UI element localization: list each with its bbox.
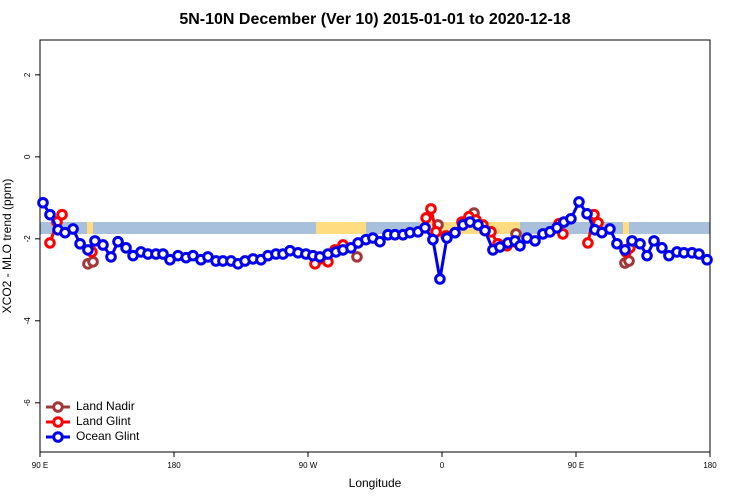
y-tick-label: 2 bbox=[23, 72, 32, 77]
plot-frame bbox=[39, 39, 711, 453]
data-point bbox=[44, 208, 56, 221]
data-point bbox=[641, 249, 653, 262]
data-point bbox=[514, 239, 526, 252]
data-point bbox=[582, 237, 594, 249]
land-patch bbox=[623, 222, 629, 234]
data-point bbox=[419, 221, 431, 234]
data-point bbox=[441, 232, 453, 244]
data-point bbox=[434, 273, 446, 285]
data-point bbox=[604, 223, 616, 235]
x-tick-label: 90 W bbox=[299, 461, 318, 470]
data-point bbox=[479, 224, 491, 237]
legend-label: Ocean Glint bbox=[76, 429, 140, 443]
y-tick-label: -6 bbox=[23, 399, 32, 407]
y-tick-label: -2 bbox=[23, 235, 32, 243]
data-point bbox=[693, 248, 705, 260]
data-point bbox=[425, 203, 437, 215]
data-point bbox=[472, 219, 484, 231]
land-patch bbox=[87, 222, 93, 234]
data-point bbox=[573, 196, 585, 208]
data-point bbox=[427, 233, 439, 246]
data-point bbox=[56, 208, 68, 221]
data-point bbox=[648, 235, 660, 247]
data-point bbox=[551, 221, 563, 234]
data-point bbox=[87, 255, 99, 268]
x-tick-label: 180 bbox=[703, 461, 717, 470]
data-point bbox=[581, 208, 593, 220]
legend-marker bbox=[52, 431, 64, 443]
legend-marker bbox=[52, 401, 64, 413]
data-point bbox=[449, 226, 461, 239]
x-tick-label: 180 bbox=[167, 461, 181, 470]
data-point bbox=[374, 235, 386, 248]
data-point bbox=[37, 196, 49, 209]
data-point bbox=[44, 237, 56, 249]
data-point bbox=[67, 223, 79, 235]
data-point bbox=[420, 212, 432, 224]
x-tick-label: 90 E bbox=[32, 461, 48, 470]
x-axis-label: Longitude bbox=[349, 476, 402, 490]
legend-label: Land Glint bbox=[76, 414, 131, 428]
chart-title: 5N-10N December (Ver 10) 2015-01-01 to 2… bbox=[179, 11, 570, 28]
data-point bbox=[529, 235, 541, 247]
data-point bbox=[74, 237, 86, 250]
data-point bbox=[105, 251, 117, 263]
y-axis-label: XCO2 - MLO trend (ppm) bbox=[0, 179, 14, 314]
data-point bbox=[611, 237, 623, 250]
data-point bbox=[157, 248, 169, 260]
y-tick-label: 0 bbox=[23, 154, 32, 159]
legend-label: Land Nadir bbox=[76, 399, 135, 413]
data-point bbox=[120, 242, 132, 254]
y-tick-label: -4 bbox=[23, 317, 32, 325]
data-point bbox=[351, 251, 363, 263]
data-point bbox=[565, 212, 577, 225]
x-tick-label: 0 bbox=[440, 461, 445, 470]
data-point bbox=[82, 244, 94, 256]
land-patch bbox=[316, 222, 366, 234]
data-point bbox=[623, 255, 635, 267]
data-point bbox=[112, 235, 124, 248]
x-tick-label: 90 E bbox=[568, 461, 584, 470]
data-point bbox=[97, 239, 109, 251]
legend-marker bbox=[52, 416, 64, 428]
data-point bbox=[656, 242, 668, 254]
data-point bbox=[619, 244, 631, 256]
data-point bbox=[701, 253, 713, 266]
data-point bbox=[634, 237, 646, 250]
